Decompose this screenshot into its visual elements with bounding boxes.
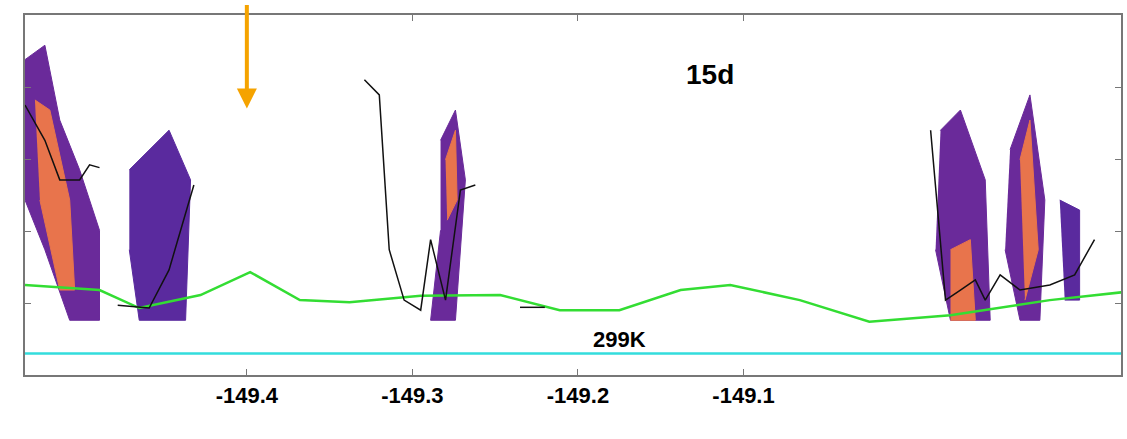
svg-text:299K: 299K (593, 327, 646, 352)
svg-text:-149.2: -149.2 (547, 383, 609, 408)
svg-text:-149.4: -149.4 (216, 383, 279, 408)
svg-text:-149.3: -149.3 (381, 383, 443, 408)
svg-text:-149.1: -149.1 (712, 383, 774, 408)
svg-text:15d: 15d (686, 59, 734, 90)
